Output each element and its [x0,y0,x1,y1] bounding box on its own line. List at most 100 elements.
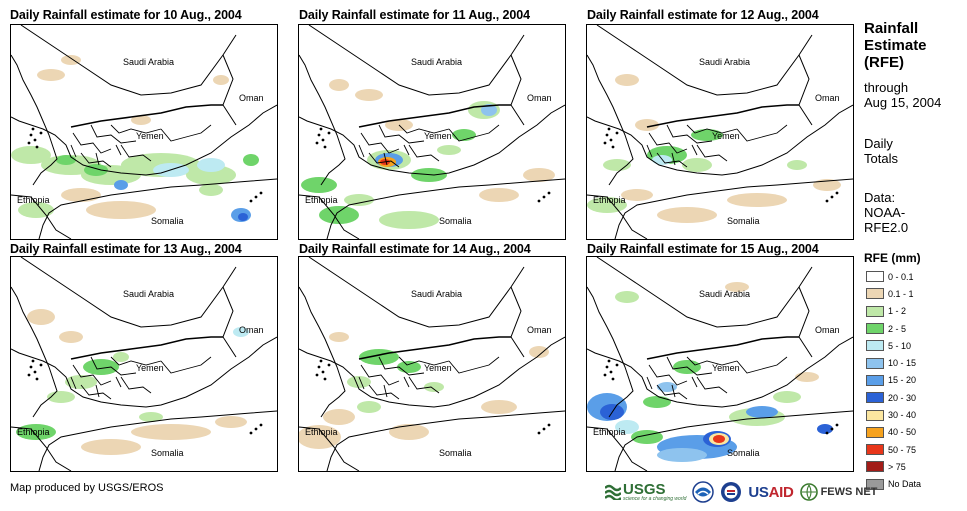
oman-border [510,286,525,358]
rain-cell [437,145,461,155]
map-label-ethiopia: Ethiopia [305,427,338,437]
governorate-border [666,356,713,376]
rain-cell [347,376,371,388]
panel-title-1: Daily Rainfall estimate for 10 Aug., 200… [10,8,242,22]
governorate-border [448,356,500,374]
rain-cell [621,189,653,201]
ethiopia-border [587,426,648,471]
rainfall-layer [587,74,841,223]
coastline-horn [38,178,277,239]
governorate-border [646,376,698,398]
legend-label: 5 - 10 [888,340,912,351]
legend-swatch [866,409,884,421]
map-label-yemen: Yemen [712,363,740,373]
panel-title-2: Daily Rainfall estimate for 11 Aug., 200… [299,8,530,22]
rain-cell [37,69,65,81]
map-label-ethiopia: Ethiopia [593,195,626,205]
island-mark [615,363,619,367]
legend-label: 30 - 40 [888,410,917,421]
rain-cell [81,439,141,455]
rain-cell [215,416,247,428]
island-mark [830,427,834,431]
island-mark [609,138,613,142]
country-border [596,25,813,96]
map-label-saudi: Saudi Arabia [411,289,462,299]
governorate-border [80,384,112,400]
governorate-border [448,124,500,142]
island-mark [319,127,323,131]
rain-cell [379,211,439,229]
usgs-text: USGS [623,480,666,498]
map-label-ethiopia: Ethiopia [17,195,50,205]
coastline [587,336,853,408]
governorate-border [696,144,728,162]
map-label-saudi: Saudi Arabia [123,57,174,67]
rain-cell [11,146,51,164]
legend-item: 5 - 10 [866,337,921,354]
island-mark [835,191,839,195]
rfe-title-line-2: Estimate [864,37,927,54]
governorate-border [378,124,425,144]
rain-cell [233,327,249,337]
saudi-yemen-border [646,104,799,128]
legend-item: 0.1 - 1 [866,285,921,302]
rainfall-map-1: Saudi Arabia Oman Yemen Ethiopia Somalia [10,24,278,240]
saudi-yemen-border [70,336,223,360]
rain-cell [61,188,101,202]
coastline-red-sea [299,286,346,418]
rain-cell [713,435,725,443]
island-mark [35,377,39,381]
map-label-saudi: Saudi Arabia [699,57,750,67]
governorate-border [646,144,698,166]
rain-cell [213,75,229,85]
map-label-oman: Oman [527,93,552,103]
island-mark [327,131,331,135]
map-label-saudi: Saudi Arabia [411,57,462,67]
saudi-yemen-border [358,336,511,360]
legend-item: No Data [866,476,921,493]
legend-swatch [866,305,884,317]
map-label-oman: Oman [815,93,840,103]
map-label-ethiopia: Ethiopia [593,427,626,437]
rain-cell [131,115,151,125]
map-credit: Map produced by USGS/EROS [10,482,164,494]
legend: 0 - 0.1 0.1 - 1 1 - 2 2 - 5 5 - 10 10 - 15 15 … [866,268,921,493]
island-mark [315,141,319,145]
island-mark [547,191,551,195]
governorate-border [90,124,137,144]
island-mark [825,431,829,435]
governorate-border [360,132,400,154]
governorate-border [110,356,162,366]
rainfall-map-4: Saudi Arabia Oman Yemen Ethiopia Somalia [10,256,278,472]
legend-label: 20 - 30 [888,392,917,403]
island-mark [315,373,319,377]
map-label-saudi: Saudi Arabia [123,289,174,299]
rain-cell [657,207,717,223]
rain-cell [59,331,83,343]
governorate-border [656,384,688,400]
usgs-logo: USGS science for a changing world [605,481,686,503]
rain-cell [61,55,81,65]
map-label-somalia: Somalia [439,216,472,226]
coastline [299,336,565,408]
legend-label: 0.1 - 1 [888,288,914,299]
island-mark [605,365,609,369]
legend-item: 40 - 50 [866,424,921,441]
rain-cell [452,129,476,141]
governorate-border [648,364,688,386]
rain-cell [199,184,223,196]
governorate-border [398,356,450,366]
rain-cell [355,89,383,101]
governorate-border [70,376,122,398]
rainfall-map-5: Saudi Arabia Oman Yemen Ethiopia Somalia [298,256,566,472]
island-mark [547,423,551,427]
coastline [587,104,853,176]
panel-title-3: Daily Rainfall estimate for 12 Aug., 200… [587,8,819,22]
rain-cell [131,424,211,440]
usaid-text: USAID [748,483,794,501]
rain-cell [344,194,374,206]
oman-border [510,54,525,126]
rain-cell [682,158,712,172]
rain-cell [631,430,663,444]
legend-swatch [866,444,884,456]
